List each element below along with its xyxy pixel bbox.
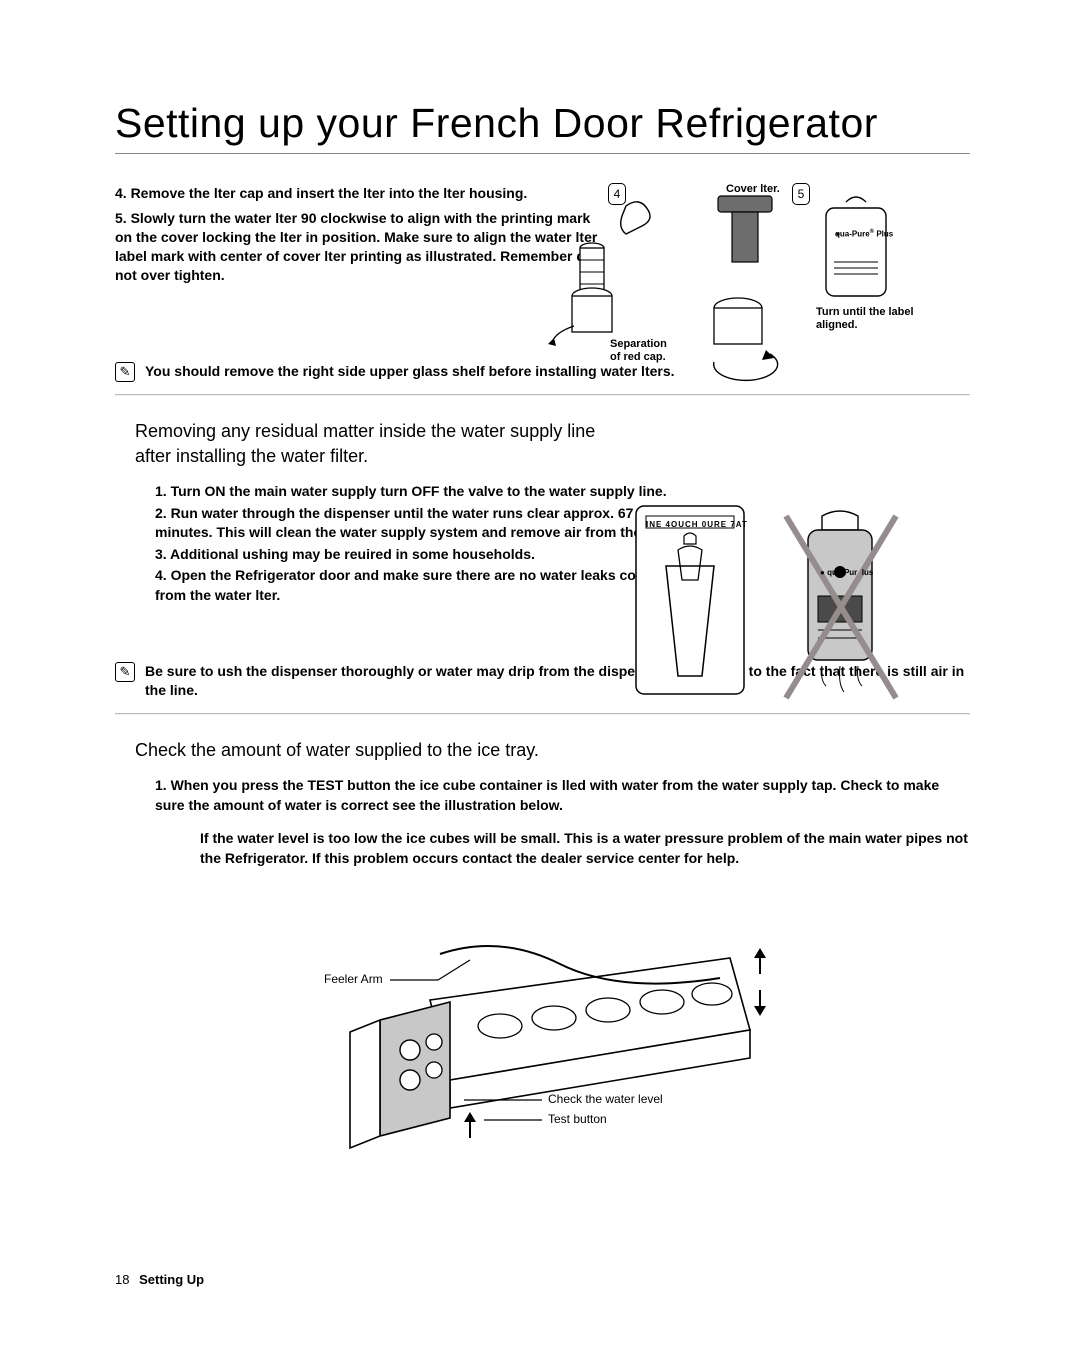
note-icon: ✎ <box>115 662 135 682</box>
figure-ice-tray: Feeler Arm Check the water level Test bu… <box>320 940 790 1160</box>
subheading-residual: Removing any residual matter inside the … <box>135 419 605 468</box>
dispenser-icon <box>630 500 750 700</box>
fig5-turn-label: Turn until the label aligned. <box>816 306 916 332</box>
note-icon: ✎ <box>115 362 135 382</box>
indent-note: If the water level is too low the ice cu… <box>200 829 970 868</box>
figure-dispenser: INE 4OUCH 0URE 7AT <box>630 500 750 700</box>
list-item: 3. Additional ushing may be reuired in s… <box>155 545 685 565</box>
figB-brand-suf: lus <box>862 568 874 577</box>
step-5: 5. Slowly turn the water lter 90 clockwi… <box>115 209 605 285</box>
page-footer: 18 Setting Up <box>115 1272 204 1287</box>
figure-wrong-orientation: ● qua-Pur lus <box>776 510 906 710</box>
figA-text: INE 4OUCH 0URE 7AT <box>646 520 748 530</box>
tray-feeler-label: Feeler Arm <box>324 972 383 986</box>
page-title: Setting up your French Door Refrigerator <box>115 100 970 154</box>
footer-section: Setting Up <box>139 1272 204 1287</box>
list-item: 1. When you press the TEST button the ic… <box>155 776 955 815</box>
figure-badge-5: 5 <box>792 183 810 205</box>
step-4: 4. Remove the lter cap and insert the lt… <box>115 184 605 203</box>
fig4-caption: Separation of red cap. <box>610 338 680 364</box>
figure-4: 4 Separation of red cap. <box>544 188 664 378</box>
subheading-check-water: Check the amount of water supplied to th… <box>135 738 835 762</box>
fig5-brand-sup: Plus <box>876 230 893 239</box>
tray-test-label: Test button <box>548 1112 607 1126</box>
wrong-cartridge-icon <box>776 510 906 710</box>
divider <box>115 713 970 714</box>
fig5-brand: qua-Pure <box>835 230 870 239</box>
tray-check-label: Check the water level <box>548 1092 663 1106</box>
figB-brand-pre: qua-Pur <box>827 568 857 577</box>
fig5-cover-label: Cover lter. <box>726 183 780 196</box>
list-item: 1. Turn ON the main water supply turn OF… <box>155 482 685 502</box>
page-number: 18 <box>115 1272 129 1287</box>
list-item: 4. Open the Refrigerator door and make s… <box>155 566 685 605</box>
divider <box>115 394 970 395</box>
ice-tray-icon <box>320 940 790 1160</box>
figure-5: Cover lter. 5 ● qua-Pure® Plus Turn unti… <box>708 188 918 388</box>
figure-badge-4: 4 <box>608 183 626 205</box>
list-residual: 1. Turn ON the main water supply turn OF… <box>155 482 685 606</box>
list-check-water: 1. When you press the TEST button the ic… <box>155 776 955 815</box>
filter-housing-icon: ● <box>708 188 918 388</box>
list-item: 2. Run water through the dispenser until… <box>155 504 685 543</box>
